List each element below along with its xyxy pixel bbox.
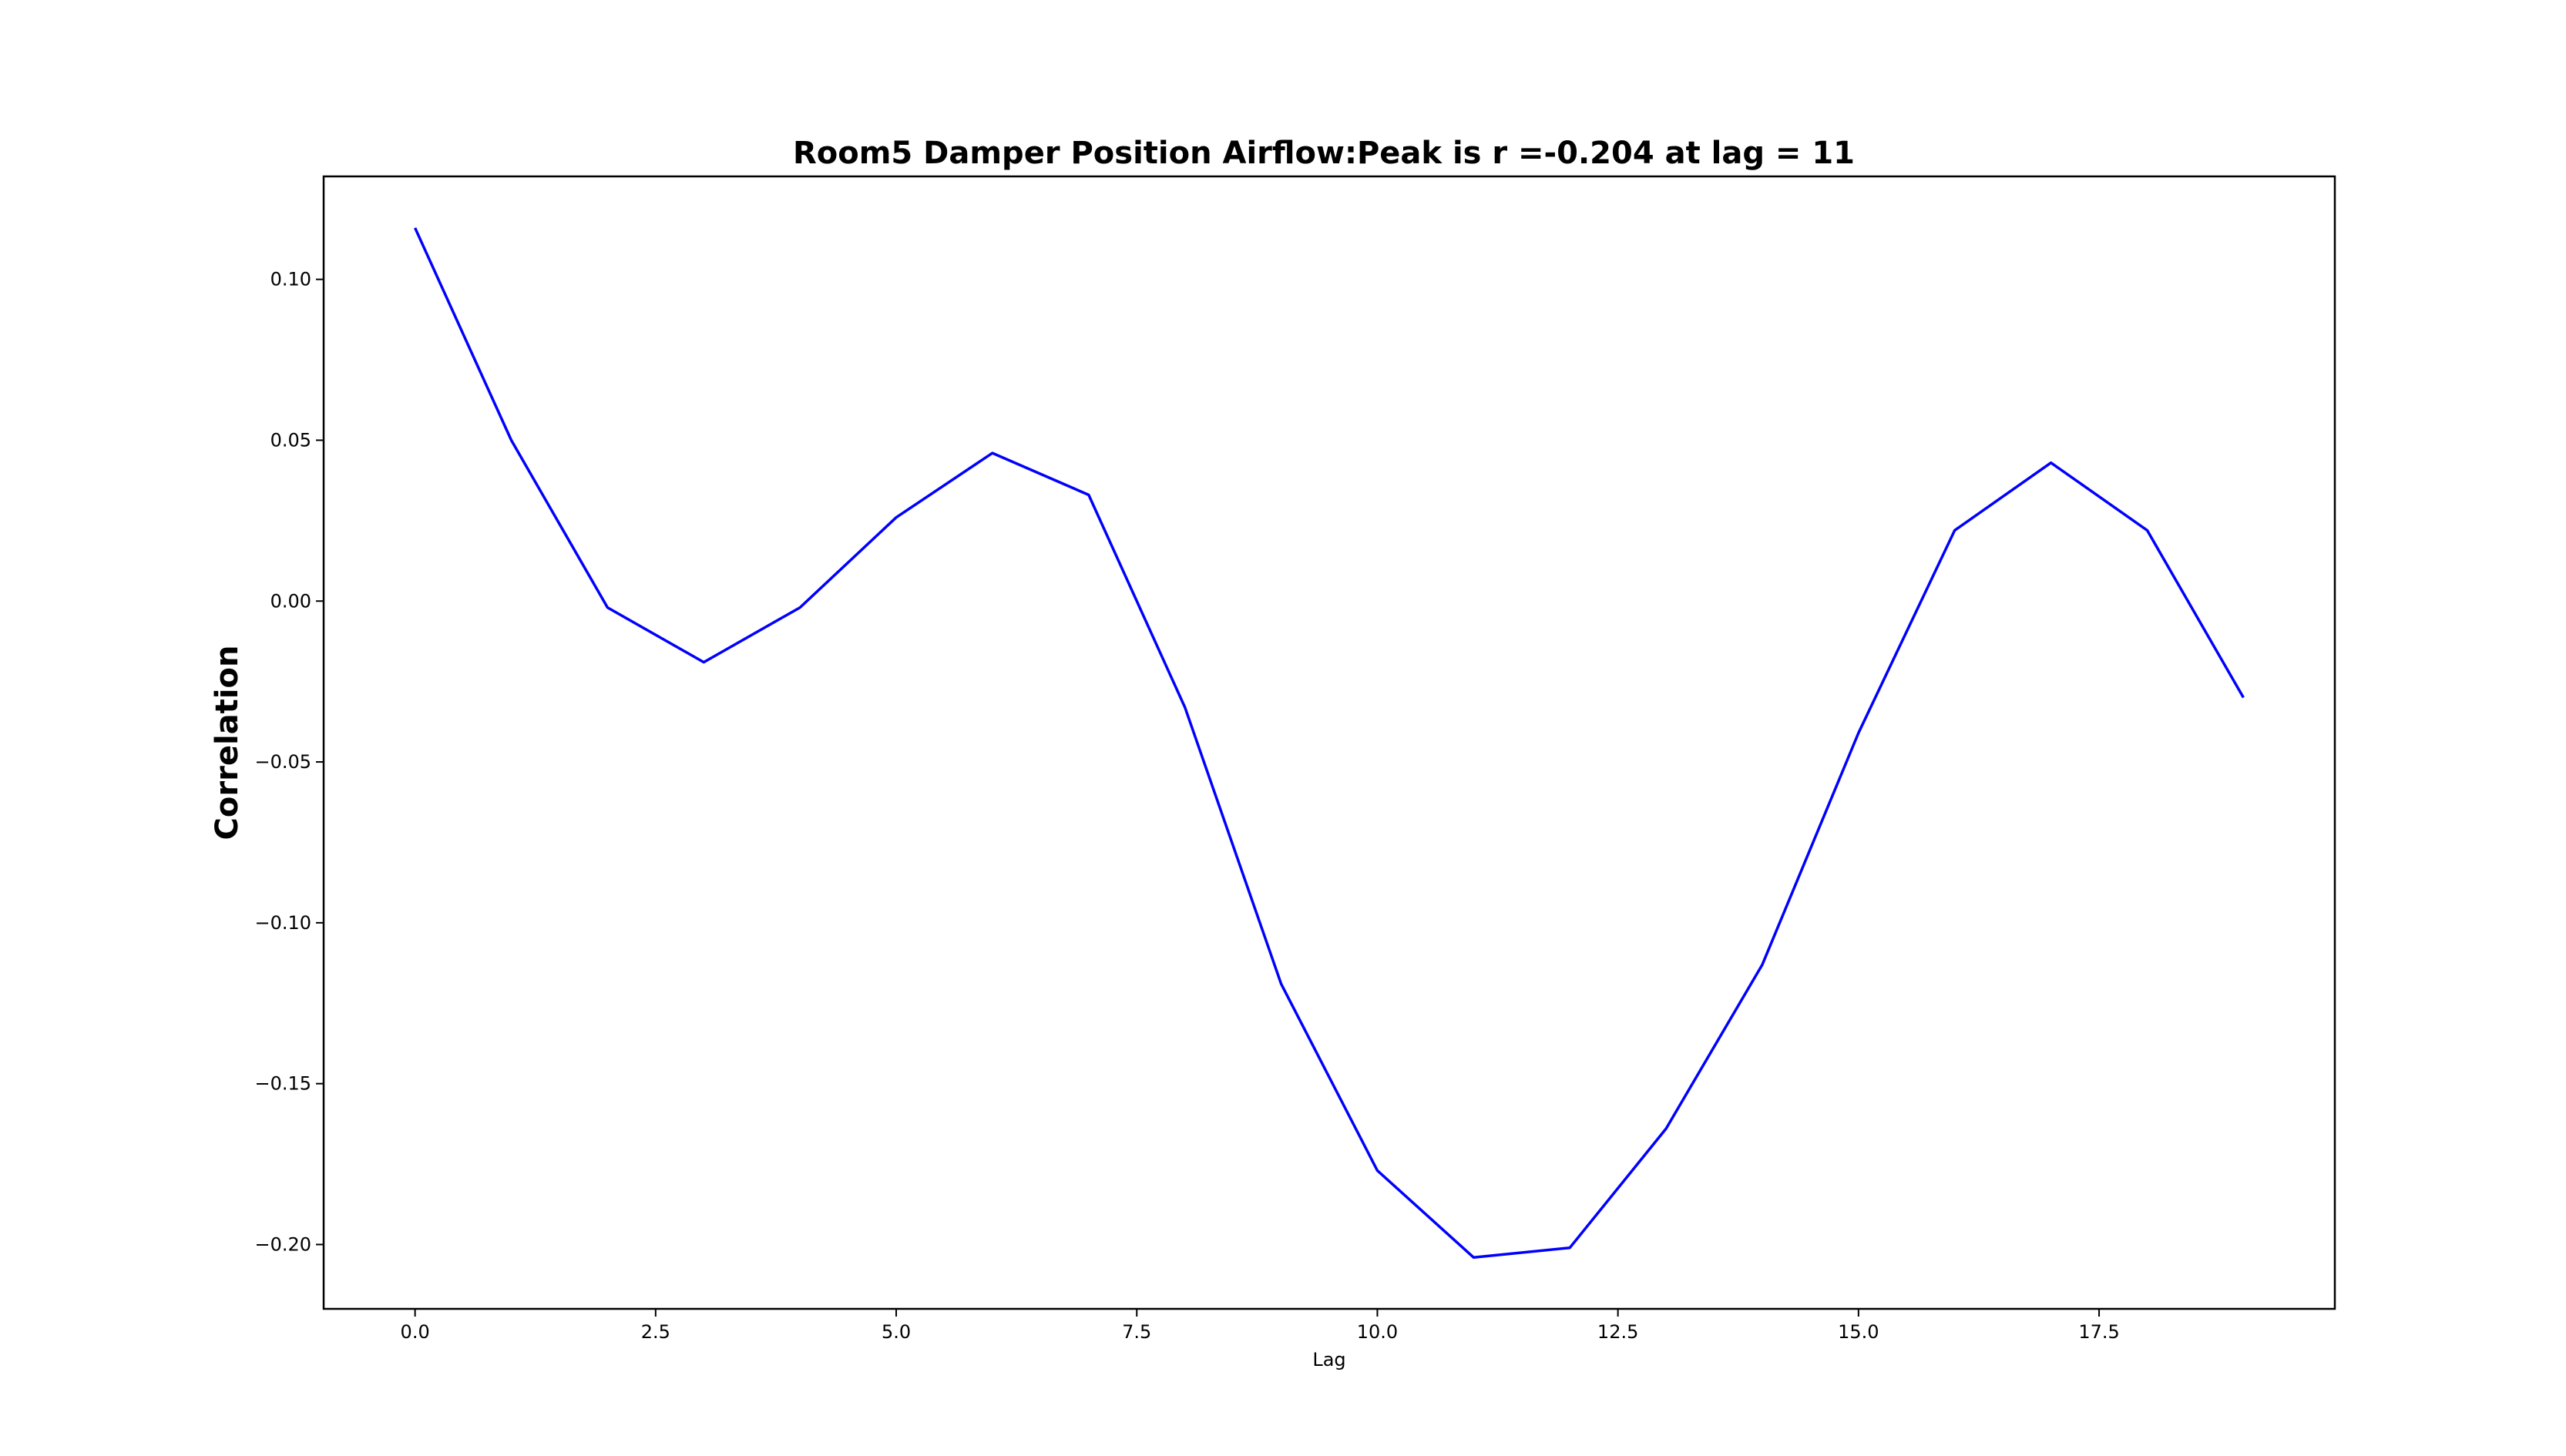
y-tick-label: 0.10 (270, 269, 311, 290)
plot-area (414, 227, 2245, 1259)
x-tick-label: 10.0 (1357, 1321, 1398, 1343)
y-tick-label: 0.00 (270, 590, 311, 612)
x-tick-label: 7.5 (1122, 1321, 1151, 1343)
y-tick-label: 0.05 (270, 429, 311, 451)
series-line-correlation (414, 227, 2245, 1259)
chart-title: Room5 Damper Position Airflow:Peak is r … (793, 136, 1855, 171)
x-tick-label: 15.0 (1838, 1321, 1879, 1343)
y-axis: 0.10 0.05 0.00 −0.05 −0.10 −0.15 −0.20 (254, 269, 324, 1255)
x-axis: 0.0 2.5 5.0 7.5 10.0 12.5 15.0 17.5 (401, 1309, 2120, 1343)
x-tick-label: 17.5 (2078, 1321, 2119, 1343)
x-tick-label: 5.0 (882, 1321, 911, 1343)
x-tick-label: 0.0 (401, 1321, 430, 1343)
plot-frame (322, 175, 2336, 1310)
y-tick-label: −0.20 (254, 1233, 311, 1255)
y-tick-label: −0.15 (254, 1073, 311, 1095)
x-tick-label: 2.5 (641, 1321, 670, 1343)
y-tick-label: −0.10 (254, 912, 311, 934)
y-axis-label: Correlation (210, 646, 245, 840)
x-tick-label: 12.5 (1597, 1321, 1638, 1343)
x-axis-label: Lag (1312, 1349, 1345, 1370)
y-tick-label: −0.05 (254, 751, 311, 773)
